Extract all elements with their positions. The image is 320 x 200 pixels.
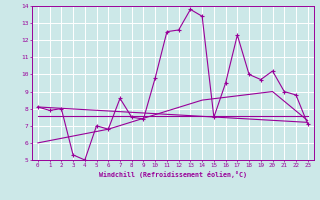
X-axis label: Windchill (Refroidissement éolien,°C): Windchill (Refroidissement éolien,°C) xyxy=(99,171,247,178)
